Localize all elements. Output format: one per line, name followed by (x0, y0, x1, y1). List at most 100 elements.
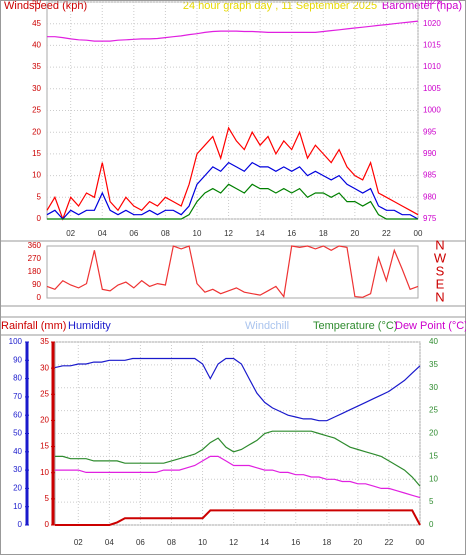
y-tick-label: 25 (429, 406, 438, 415)
y-tick-label: 15 (32, 149, 41, 158)
x-tick-label: 02 (74, 538, 83, 547)
y-tick-label: S (436, 263, 445, 278)
y-tick-label: 20 (32, 127, 41, 136)
legend-temperature: Temperature (°C) (313, 320, 397, 332)
y-tick-label: 90 (13, 355, 22, 364)
chart-title: 24 hour graph day , 11 September 2025 (183, 0, 377, 12)
y-tick-label: 10 (32, 171, 41, 180)
y-tick-label: 990 (423, 149, 437, 158)
y-tick-label: 20 (429, 429, 438, 438)
y-tick-label: 30 (40, 363, 49, 372)
y-axis-title: Windspeed (kph) (4, 0, 87, 12)
x-tick-label: 12 (224, 229, 233, 238)
legend-windchill: Windchill (245, 320, 289, 332)
y-tick-label: 70 (13, 392, 22, 401)
y-tick-label: 5 (45, 494, 50, 503)
y-tick-label: 50 (13, 429, 22, 438)
series-line (55, 430, 421, 487)
y-tick-label: 40 (13, 447, 22, 456)
y-tick-label: 15 (429, 451, 438, 460)
series-line (46, 161, 419, 220)
y-tick-label: 15 (40, 442, 49, 451)
y-tick-label: 1015 (423, 41, 441, 50)
y-tick-label: 40 (32, 41, 41, 50)
y-tick-label: 80 (13, 374, 22, 383)
y-tick-label: E (436, 276, 445, 291)
y-tick-label: 1025 (423, 0, 441, 6)
y2-axis-title: Barometer (hpa) (382, 0, 462, 12)
series-line (55, 455, 421, 499)
x-tick-label: 12 (229, 538, 238, 547)
y-tick-label: 35 (40, 337, 49, 346)
y-tick-label: N (435, 289, 444, 304)
y-tick-label: 90 (32, 280, 41, 289)
legend-humidity: Humidity (68, 320, 111, 332)
y-tick-label: 0 (18, 520, 23, 529)
y-tick-label: 10 (429, 474, 438, 483)
y-tick-label: 985 (423, 171, 437, 180)
y-tick-label: 975 (423, 214, 437, 223)
y-tick-label: 360 (28, 241, 42, 250)
x-tick-label: 10 (198, 538, 207, 547)
y-tick-label: 995 (423, 127, 437, 136)
x-tick-label: 04 (105, 538, 114, 547)
x-tick-label: 10 (193, 229, 202, 238)
legend-dewpoint: Dew Point (°C) (395, 320, 466, 332)
y-tick-label: 1005 (423, 84, 441, 93)
y-tick-label: 30 (32, 84, 41, 93)
y-tick-label: 45 (32, 19, 41, 28)
x-tick-label: 20 (353, 538, 362, 547)
y-tick-label: 0 (37, 293, 42, 302)
x-tick-label: 14 (260, 538, 269, 547)
y-tick-label: 25 (32, 106, 41, 115)
legend-rain: Rainfall (mm) (1, 320, 66, 332)
y-tick-label: 35 (429, 360, 438, 369)
y-tick-label: 5 (37, 192, 42, 201)
x-tick-label: 04 (98, 229, 107, 238)
y-tick-label: 50 (32, 0, 41, 6)
x-tick-label: 00 (416, 538, 425, 547)
x-tick-label: 18 (319, 229, 328, 238)
x-tick-label: 08 (167, 538, 176, 547)
y-tick-label: 180 (28, 267, 42, 276)
y-tick-label: 35 (32, 62, 41, 71)
x-tick-label: 06 (136, 538, 145, 547)
y-tick-label: W (434, 250, 447, 265)
x-tick-label: 20 (350, 229, 359, 238)
x-tick-label: 02 (66, 229, 75, 238)
x-tick-label: 22 (382, 229, 391, 238)
plot-area (46, 245, 419, 299)
x-tick-label: 08 (161, 229, 170, 238)
series-line (46, 245, 419, 299)
y-tick-label: 100 (9, 337, 23, 346)
y-tick-label: 0 (45, 520, 50, 529)
y-tick-label: 980 (423, 192, 437, 201)
y-tick-label: 60 (13, 410, 22, 419)
y-tick-label: 0 (429, 520, 434, 529)
y-tick-label: 1000 (423, 106, 441, 115)
x-tick-label: 00 (414, 229, 423, 238)
y-tick-label: 270 (28, 254, 42, 263)
y-tick-label: 5 (429, 497, 434, 506)
y-tick-label: 1020 (423, 19, 441, 28)
x-tick-label: 22 (384, 538, 393, 547)
series-line (47, 183, 418, 220)
y-tick-label: N (435, 237, 444, 252)
y-tick-label: 1010 (423, 62, 441, 71)
series-line (55, 509, 421, 526)
y-tick-label: 20 (40, 416, 49, 425)
y-tick-label: 40 (429, 337, 438, 346)
x-tick-label: 18 (322, 538, 331, 547)
x-tick-label: 14 (256, 229, 265, 238)
x-tick-label: 16 (287, 229, 296, 238)
series-line (47, 20, 419, 42)
x-tick-label: 16 (291, 538, 300, 547)
x-tick-label: 06 (129, 229, 138, 238)
y-tick-label: 25 (40, 389, 49, 398)
y-tick-label: 30 (429, 383, 438, 392)
y-tick-label: 0 (37, 214, 42, 223)
y-tick-label: 20 (13, 484, 22, 493)
series-line (54, 357, 421, 422)
y-tick-label: 10 (40, 468, 49, 477)
